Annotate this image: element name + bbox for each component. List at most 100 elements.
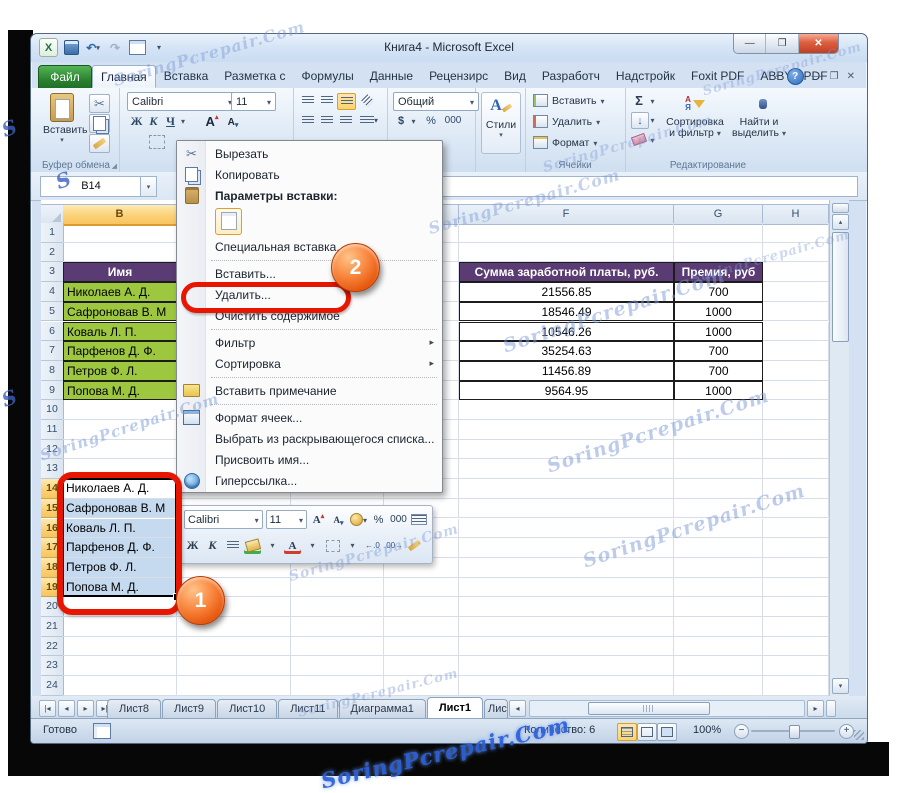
grid-cell[interactable] [674, 439, 763, 460]
sheet-tab[interactable]: Лист11 [278, 699, 338, 718]
ribbon-tab[interactable]: Данные [369, 69, 414, 83]
sheet-tab[interactable]: Лис [483, 699, 508, 718]
row-header[interactable]: 12 [41, 439, 64, 460]
first-sheet-icon[interactable]: |◂ [39, 700, 56, 717]
mini-increase-decimal-button[interactable]: ←.0 [365, 541, 380, 550]
row-header[interactable]: 3 [41, 262, 64, 283]
grid-cell[interactable]: Петров Ф. Л. [63, 360, 177, 381]
hscroll-left-icon[interactable]: ◂ [509, 700, 526, 717]
name-box[interactable]: B14 [40, 176, 142, 197]
normal-view-button[interactable] [617, 723, 637, 741]
page-break-view-button[interactable] [657, 723, 677, 741]
font-name-combo[interactable]: Calibri [127, 92, 237, 111]
grid-cell[interactable] [763, 479, 829, 499]
redo-button[interactable]: ↷ [109, 40, 121, 55]
mini-borders-dropdown[interactable] [344, 537, 361, 554]
select-all-corner[interactable] [41, 204, 64, 225]
menu-item[interactable]: Присвоить имя... [177, 449, 442, 470]
scroll-up-icon[interactable]: ▴ [832, 214, 849, 230]
menu-item[interactable]: ✂ Вырезать [177, 143, 442, 164]
underline-button[interactable]: Ч [166, 113, 175, 128]
grid-cell[interactable] [63, 636, 177, 657]
grid-cell[interactable] [763, 577, 829, 598]
grid-cell[interactable]: Попова М. Д. [63, 380, 177, 401]
grid-cell[interactable] [459, 518, 674, 539]
hscroll-right-icon[interactable]: ▸ [807, 700, 824, 717]
ribbon-tab[interactable]: Формулы [301, 69, 354, 83]
grid-cell[interactable] [63, 242, 177, 263]
ribbon-tab[interactable]: Надстройк [615, 69, 676, 83]
tab-split-handle[interactable] [826, 700, 836, 717]
grid-cell[interactable] [763, 360, 829, 381]
grid-cell[interactable] [291, 597, 384, 617]
grid-cell[interactable] [384, 557, 459, 578]
grid-cell[interactable] [384, 656, 459, 677]
row-header[interactable]: 1 [41, 223, 64, 243]
grid-cell[interactable] [291, 557, 384, 578]
row-header[interactable]: 23 [41, 656, 64, 677]
ribbon-tab[interactable]: Вставка [163, 69, 209, 83]
currency-button[interactable]: $ [397, 114, 405, 127]
ribbon-tab[interactable]: Разработч [541, 69, 600, 83]
grid-cell[interactable] [763, 617, 829, 637]
mini-brush-button[interactable] [406, 537, 423, 554]
grid-cell[interactable] [674, 420, 763, 440]
shrink-font-button[interactable]: А ▾ [227, 116, 239, 130]
selected-cell[interactable]: Парфенов Д. Ф. [63, 538, 177, 558]
grid-cell[interactable] [763, 676, 829, 696]
mini-italic-button[interactable]: К [208, 538, 217, 552]
mini-grow-font-button[interactable]: А ▴ [312, 511, 325, 526]
row-header[interactable]: 9 [41, 380, 64, 401]
clipboard-dialog-launcher[interactable]: ◢ [111, 163, 117, 170]
ribbon-tab[interactable]: Разметка с [224, 69, 286, 83]
vertical-scroll-thumb[interactable] [832, 232, 849, 342]
grid-cell[interactable] [674, 223, 763, 243]
name-box-dropdown[interactable]: ▾ [140, 176, 157, 197]
menu-item[interactable]: Параметры вставки: [177, 185, 442, 206]
mini-align-center-button[interactable] [224, 537, 241, 554]
grid-cell[interactable] [459, 577, 674, 598]
grid-cell[interactable] [459, 656, 674, 677]
mini-font-color-button[interactable]: А [284, 537, 301, 554]
grid-cell[interactable] [384, 676, 459, 696]
sheet-tab[interactable]: Лист9 [162, 699, 217, 718]
grid-cell[interactable] [459, 557, 674, 578]
menu-item[interactable]: Фильтр ▸ [177, 332, 442, 353]
column-header[interactable]: F [459, 204, 674, 225]
selected-cell[interactable]: Николаев А. Д. [63, 479, 177, 499]
grid-cell[interactable] [763, 420, 829, 440]
grid-cell[interactable]: 10546.26 [459, 321, 674, 342]
row-header[interactable]: 4 [41, 282, 64, 302]
grid-cell[interactable]: Премия, руб [674, 262, 763, 283]
cut-button[interactable]: ✂ [89, 94, 110, 113]
grid-cell[interactable] [459, 420, 674, 440]
mini-decrease-decimal-button[interactable]: .00→ [384, 541, 404, 550]
macro-record-icon[interactable] [93, 723, 111, 739]
grid-cell[interactable] [674, 656, 763, 677]
grid-cell[interactable] [459, 242, 674, 263]
grid-cell[interactable] [459, 597, 674, 617]
mini-shrink-font-button[interactable]: А ▾ [333, 514, 344, 527]
row-header[interactable]: 13 [41, 459, 64, 480]
grid-cell[interactable]: Сумма заработной платы, руб. [459, 262, 674, 283]
insert-cells-button[interactable]: Вставить [533, 94, 605, 107]
align-top-button[interactable] [299, 93, 316, 108]
grid-cell[interactable]: 1000 [674, 301, 763, 322]
sheet-tab[interactable]: Лист8 [107, 699, 162, 718]
menu-item[interactable]: Вставить... [177, 263, 442, 284]
row-header[interactable]: 24 [41, 676, 64, 696]
grid-cell[interactable] [674, 617, 763, 637]
orientation-button[interactable] [359, 93, 376, 108]
minimize-ribbon-icon[interactable]: ▵ [774, 72, 779, 81]
zoom-out-icon[interactable]: − [734, 724, 749, 739]
grid-cell[interactable] [763, 498, 829, 519]
grid-cell[interactable] [291, 676, 384, 696]
tab-file[interactable]: Файл [38, 65, 92, 90]
workbook-minimize-icon[interactable]: — [811, 71, 822, 82]
row-header[interactable]: 8 [41, 360, 64, 381]
grid-cell[interactable] [177, 597, 291, 617]
mini-borders-button[interactable] [324, 537, 341, 554]
grid-cell[interactable]: Имя [63, 262, 177, 283]
zoom-in-icon[interactable]: + [839, 724, 854, 739]
percent-button[interactable]: % [426, 114, 436, 127]
